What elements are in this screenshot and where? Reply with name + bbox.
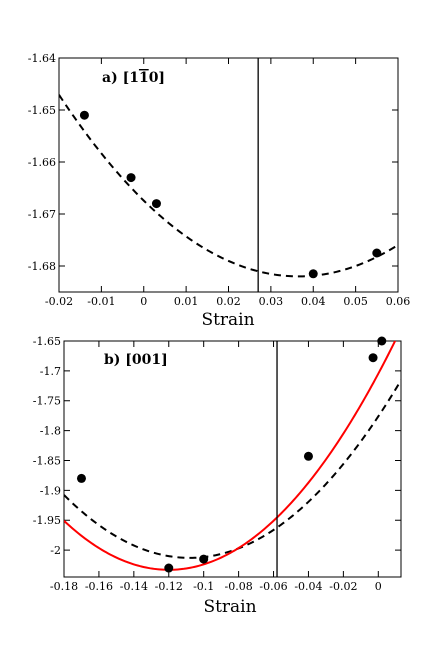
y-tick-label: -1.65 [28,104,56,117]
panel-b-ticks: -0.18 -0.16 -0.14 -0.12 -0.1 -0.08 -0.06 -0.04-… [33,335,401,593]
panel-b-marks [64,336,401,577]
y-tick-label: -1.95 [33,514,61,527]
data-point [164,563,174,573]
panel-a-marks [59,58,398,292]
x-tick-label: 0.02 [216,295,241,308]
panel-b-title: b) [001] [104,352,168,368]
x-tick-label: -0.04 [294,580,322,593]
panel-a: -0.02 -0.01 0 0.01 0.02 0.03 0.04 0.05 0.06 -1.64… [28,52,410,330]
panel-a-title: a) [110] [102,70,165,86]
x-tick-label: 0 [140,295,147,308]
data-point [308,269,318,279]
y-tick-label: -1.65 [33,335,61,348]
x-tick-label: -0.1 [193,580,214,593]
dashed-fit-line [59,94,398,278]
y-tick-label: -1.9 [40,484,61,497]
x-tick-label: -0.14 [120,580,148,593]
y-tick-label: -1.64 [28,52,56,65]
y-tick-label: -1.67 [28,208,56,221]
data-point [377,336,387,346]
panel-a-frame [58,57,399,293]
x-tick-label: 0.05 [343,295,368,308]
x-tick-label: 0.06 [386,295,411,308]
x-tick-label: 0 [375,580,382,593]
y-tick-label: -1.8 [40,425,61,438]
data-point [76,473,86,483]
panel-b: -0.18 -0.16 -0.14 -0.12 -0.1 -0.08 -0.06 -0.04-… [33,335,402,617]
data-point [151,199,161,209]
x-tick-label: -0.01 [87,295,115,308]
x-tick-label: -0.02 [329,580,357,593]
x-tick-label: -0.06 [259,580,287,593]
x-tick-label: -0.12 [155,580,183,593]
data-point [126,173,136,183]
data-point [368,353,378,363]
x-tick-label: -0.02 [45,295,73,308]
panel-a-ticks: -0.02 -0.01 0 0.01 0.02 0.03 0.04 0.05 0.06 -1.64… [28,52,410,308]
y-tick-label: -2 [50,544,61,557]
data-point [372,248,382,258]
x-tick-label: -0.08 [225,580,253,593]
panel-a-x-axis-title: Strain [201,310,254,330]
x-tick-label: 0.04 [301,295,326,308]
solid-fit-line [64,341,397,571]
x-tick-label: -0.16 [85,580,113,593]
y-tick-label: -1.85 [33,454,61,467]
data-point [303,451,313,461]
data-point [79,110,89,120]
panel-b-x-axis-title: Strain [203,597,256,617]
x-tick-label: 0.03 [259,295,284,308]
x-tick-label: 0.01 [174,295,199,308]
y-tick-label: -1.75 [33,395,61,408]
panel-b-frame [63,340,402,578]
y-tick-label: -1.66 [28,156,56,169]
y-tick-label: -1.7 [40,365,61,378]
y-tick-label: -1.68 [28,260,56,273]
x-tick-label: -0.18 [50,580,78,593]
data-point [199,554,209,564]
dashed-fit-line [64,379,401,559]
